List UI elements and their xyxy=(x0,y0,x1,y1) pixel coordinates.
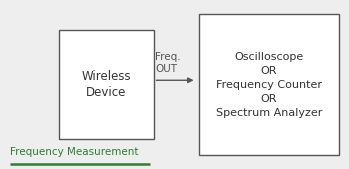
Bar xyxy=(59,30,154,139)
Text: Freq.
OUT: Freq. OUT xyxy=(155,52,181,74)
Bar xyxy=(199,14,339,155)
Text: Oscilloscope
OR
Frequency Counter
OR
Spectrum Analyzer: Oscilloscope OR Frequency Counter OR Spe… xyxy=(216,52,322,117)
Text: Wireless
Device: Wireless Device xyxy=(82,69,131,100)
Text: Frequency Measurement: Frequency Measurement xyxy=(10,147,139,157)
